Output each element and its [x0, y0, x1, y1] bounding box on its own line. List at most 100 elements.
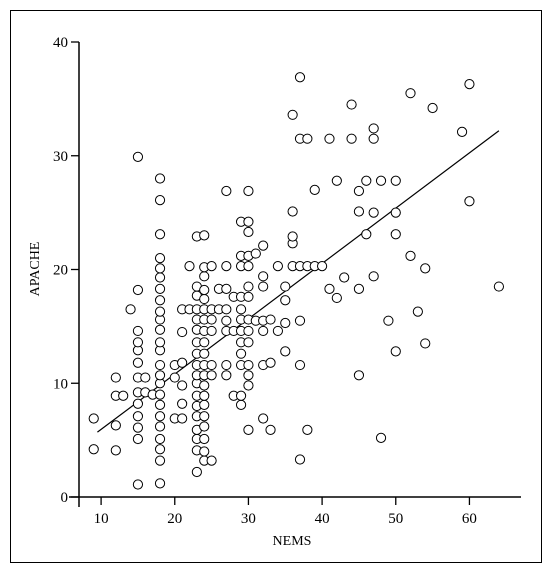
y-tick-label: 30: [53, 149, 68, 165]
data-point: [420, 263, 431, 274]
data-point: [265, 357, 276, 368]
data-point: [405, 250, 416, 261]
data-point: [287, 206, 298, 217]
data-point: [199, 411, 210, 422]
data-point: [221, 260, 232, 272]
data-point: [302, 424, 313, 435]
data-point: [427, 102, 438, 114]
data-point: [132, 398, 144, 409]
data-point: [368, 133, 379, 144]
data-point: [154, 359, 166, 371]
data-point: [493, 281, 504, 292]
data-point: [177, 398, 188, 409]
data-point: [110, 445, 121, 456]
data-point: [235, 390, 247, 401]
data-point: [199, 348, 210, 359]
data-point: [221, 283, 232, 294]
data-point: [132, 325, 144, 337]
data-point: [243, 281, 254, 292]
data-point: [88, 444, 99, 455]
data-point: [243, 359, 254, 371]
y-tick-label: 10: [53, 376, 68, 392]
data-point: [154, 421, 166, 432]
data-point: [110, 420, 121, 431]
data-point: [154, 399, 166, 410]
data-point: [184, 260, 195, 272]
data-point: [353, 283, 365, 294]
data-point: [243, 185, 254, 197]
data-point: [368, 271, 379, 282]
data-point: [309, 184, 320, 195]
data-point: [317, 260, 328, 272]
data-point: [221, 304, 232, 315]
data-point: [235, 304, 247, 315]
data-point: [353, 185, 365, 197]
data-point: [361, 175, 372, 186]
data-point: [243, 226, 254, 238]
data-point: [331, 292, 342, 304]
data-point: [221, 315, 232, 326]
data-point: [132, 433, 144, 445]
data-point: [169, 372, 180, 383]
data-point: [464, 78, 475, 90]
y-tick-label: 20: [53, 263, 68, 279]
data-point: [132, 337, 144, 348]
data-point: [464, 196, 475, 207]
data-point: [154, 444, 166, 455]
data-point: [154, 389, 166, 400]
data-point: [265, 424, 276, 435]
data-point: [258, 325, 269, 337]
data-point: [353, 206, 365, 217]
data-point: [331, 175, 342, 186]
data-point: [154, 263, 166, 274]
data-point: [287, 109, 298, 120]
data-point: [132, 411, 144, 422]
data-point: [118, 390, 129, 401]
data-point: [287, 231, 298, 242]
data-point: [221, 185, 232, 197]
data-point: [280, 295, 291, 306]
data-point: [390, 229, 401, 240]
data-point: [243, 380, 254, 391]
data-point: [361, 229, 372, 240]
data-point: [125, 304, 136, 315]
data-point: [132, 357, 144, 368]
data-point: [154, 433, 166, 445]
data-point: [177, 357, 188, 368]
data-point: [132, 284, 144, 296]
data-point: [258, 240, 269, 251]
data-point: [258, 271, 269, 282]
data-point: [199, 293, 210, 305]
data-point: [132, 479, 144, 490]
data-point: [221, 370, 232, 381]
x-axis-label: NEMS: [273, 534, 312, 549]
data-point: [272, 260, 283, 272]
data-point: [177, 326, 188, 338]
data-point: [390, 175, 401, 186]
x-tick-label: 50: [388, 511, 403, 527]
data-point: [272, 325, 283, 337]
data-point: [243, 325, 254, 337]
y-tick-label: 0: [61, 490, 69, 506]
data-point: [339, 272, 350, 283]
data-point: [243, 337, 254, 348]
data-point: [154, 253, 166, 264]
data-point: [154, 283, 166, 294]
data-point: [405, 88, 416, 99]
data-point: [199, 284, 210, 296]
data-point: [154, 370, 166, 381]
data-point: [199, 421, 210, 432]
data-point: [258, 413, 269, 424]
data-point: [243, 260, 254, 272]
data-point: [368, 207, 379, 218]
y-axis-label: APACHE: [28, 242, 43, 297]
data-point: [154, 295, 166, 306]
data-point: [199, 390, 210, 401]
data-point: [383, 315, 394, 326]
data-point: [294, 72, 306, 83]
data-point: [294, 454, 306, 465]
data-point: [177, 413, 188, 424]
data-point: [199, 230, 210, 241]
data-point: [140, 372, 151, 383]
